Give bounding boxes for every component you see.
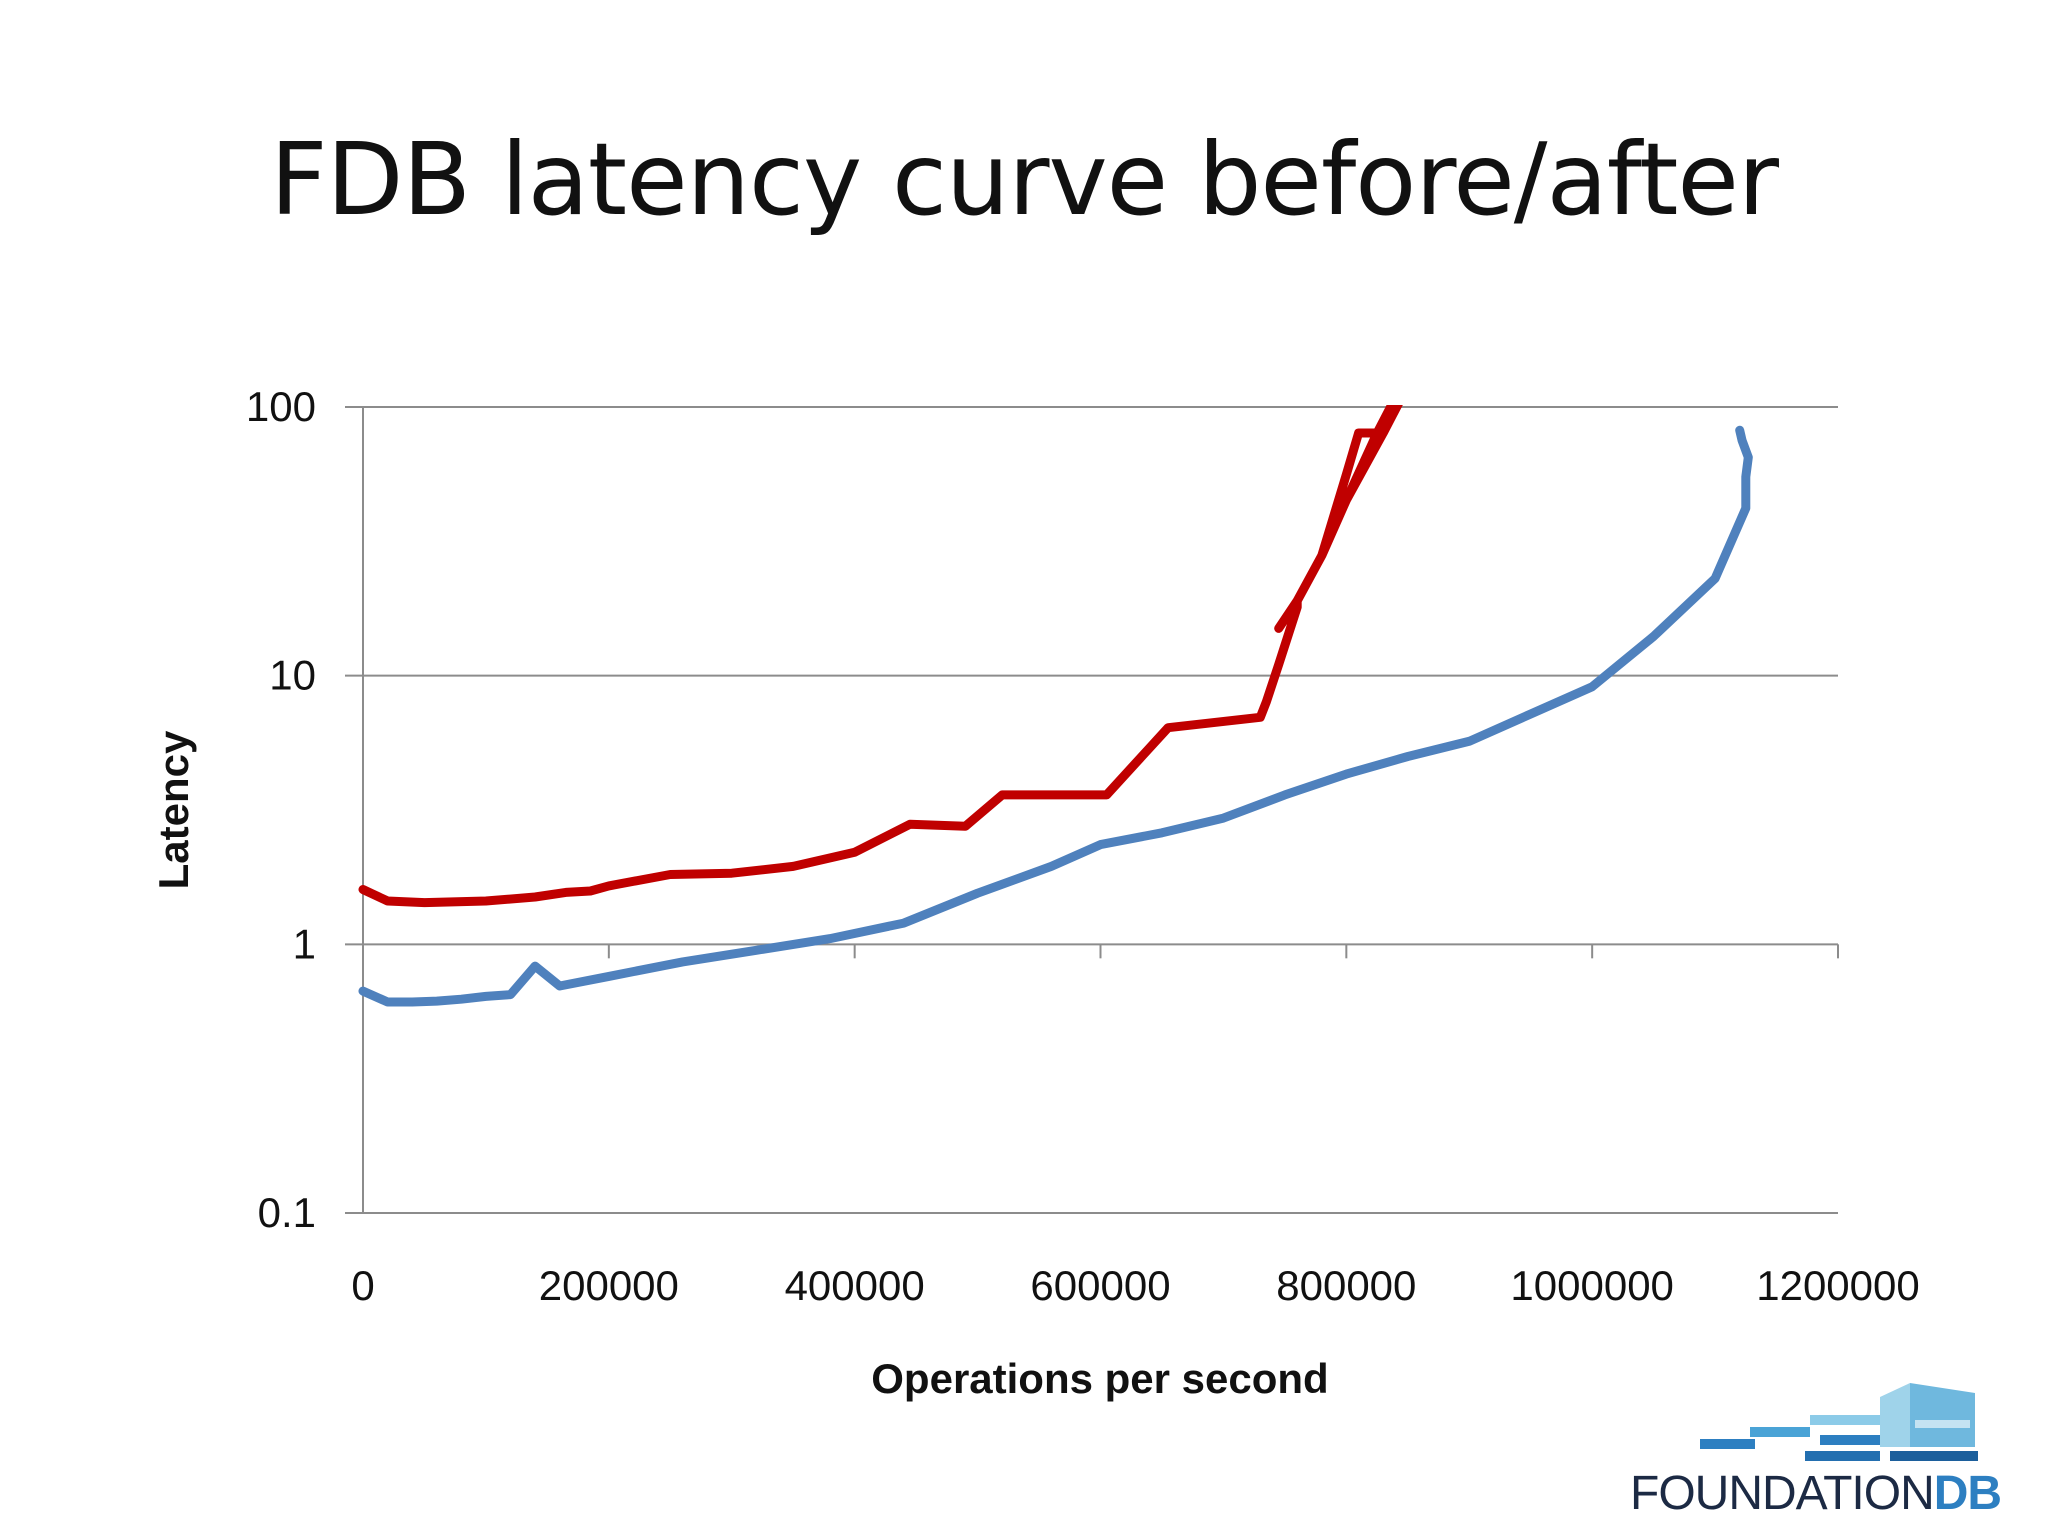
axes xyxy=(362,407,1839,1213)
x-tick-label: 0 xyxy=(351,1262,374,1309)
x-tick-label: 200000 xyxy=(539,1262,679,1309)
x-tick-label: 800000 xyxy=(1276,1262,1416,1309)
grid-lines xyxy=(345,406,1838,1214)
y-tick-label: 1 xyxy=(293,920,316,967)
foundationdb-wordmark: FOUNDATIONDB xyxy=(1630,1470,2040,1518)
x-tick-label: 400000 xyxy=(785,1262,925,1309)
foundationdb-logo: FOUNDATIONDB xyxy=(1630,1375,2040,1525)
y-tick-label: 100 xyxy=(246,383,316,430)
foundationdb-logo-mark xyxy=(1700,1383,1978,1461)
logo-text-accent: DB xyxy=(1933,1467,2002,1520)
series-line-2 xyxy=(358,425,1753,1007)
series-lines xyxy=(358,405,1753,1007)
slide-title: FDB latency curve before/after xyxy=(269,121,1779,238)
x-tick-label: 1000000 xyxy=(1510,1262,1674,1309)
x-tick-label: 1200000 xyxy=(1756,1262,1920,1309)
y-axis-title: Latency xyxy=(150,730,197,889)
logo-text-main: FOUNDATION xyxy=(1630,1467,1935,1520)
y-tick-label: 0.1 xyxy=(258,1189,316,1236)
y-tick-label: 10 xyxy=(269,652,316,699)
x-tick-label: 600000 xyxy=(1030,1262,1170,1309)
x-axis-title: Operations per second xyxy=(871,1355,1328,1402)
tick-labels: 0.1 1 10 100 0 200000 400000 600000 800000 100000… xyxy=(246,383,1920,1309)
series-line-1 xyxy=(358,405,1403,908)
